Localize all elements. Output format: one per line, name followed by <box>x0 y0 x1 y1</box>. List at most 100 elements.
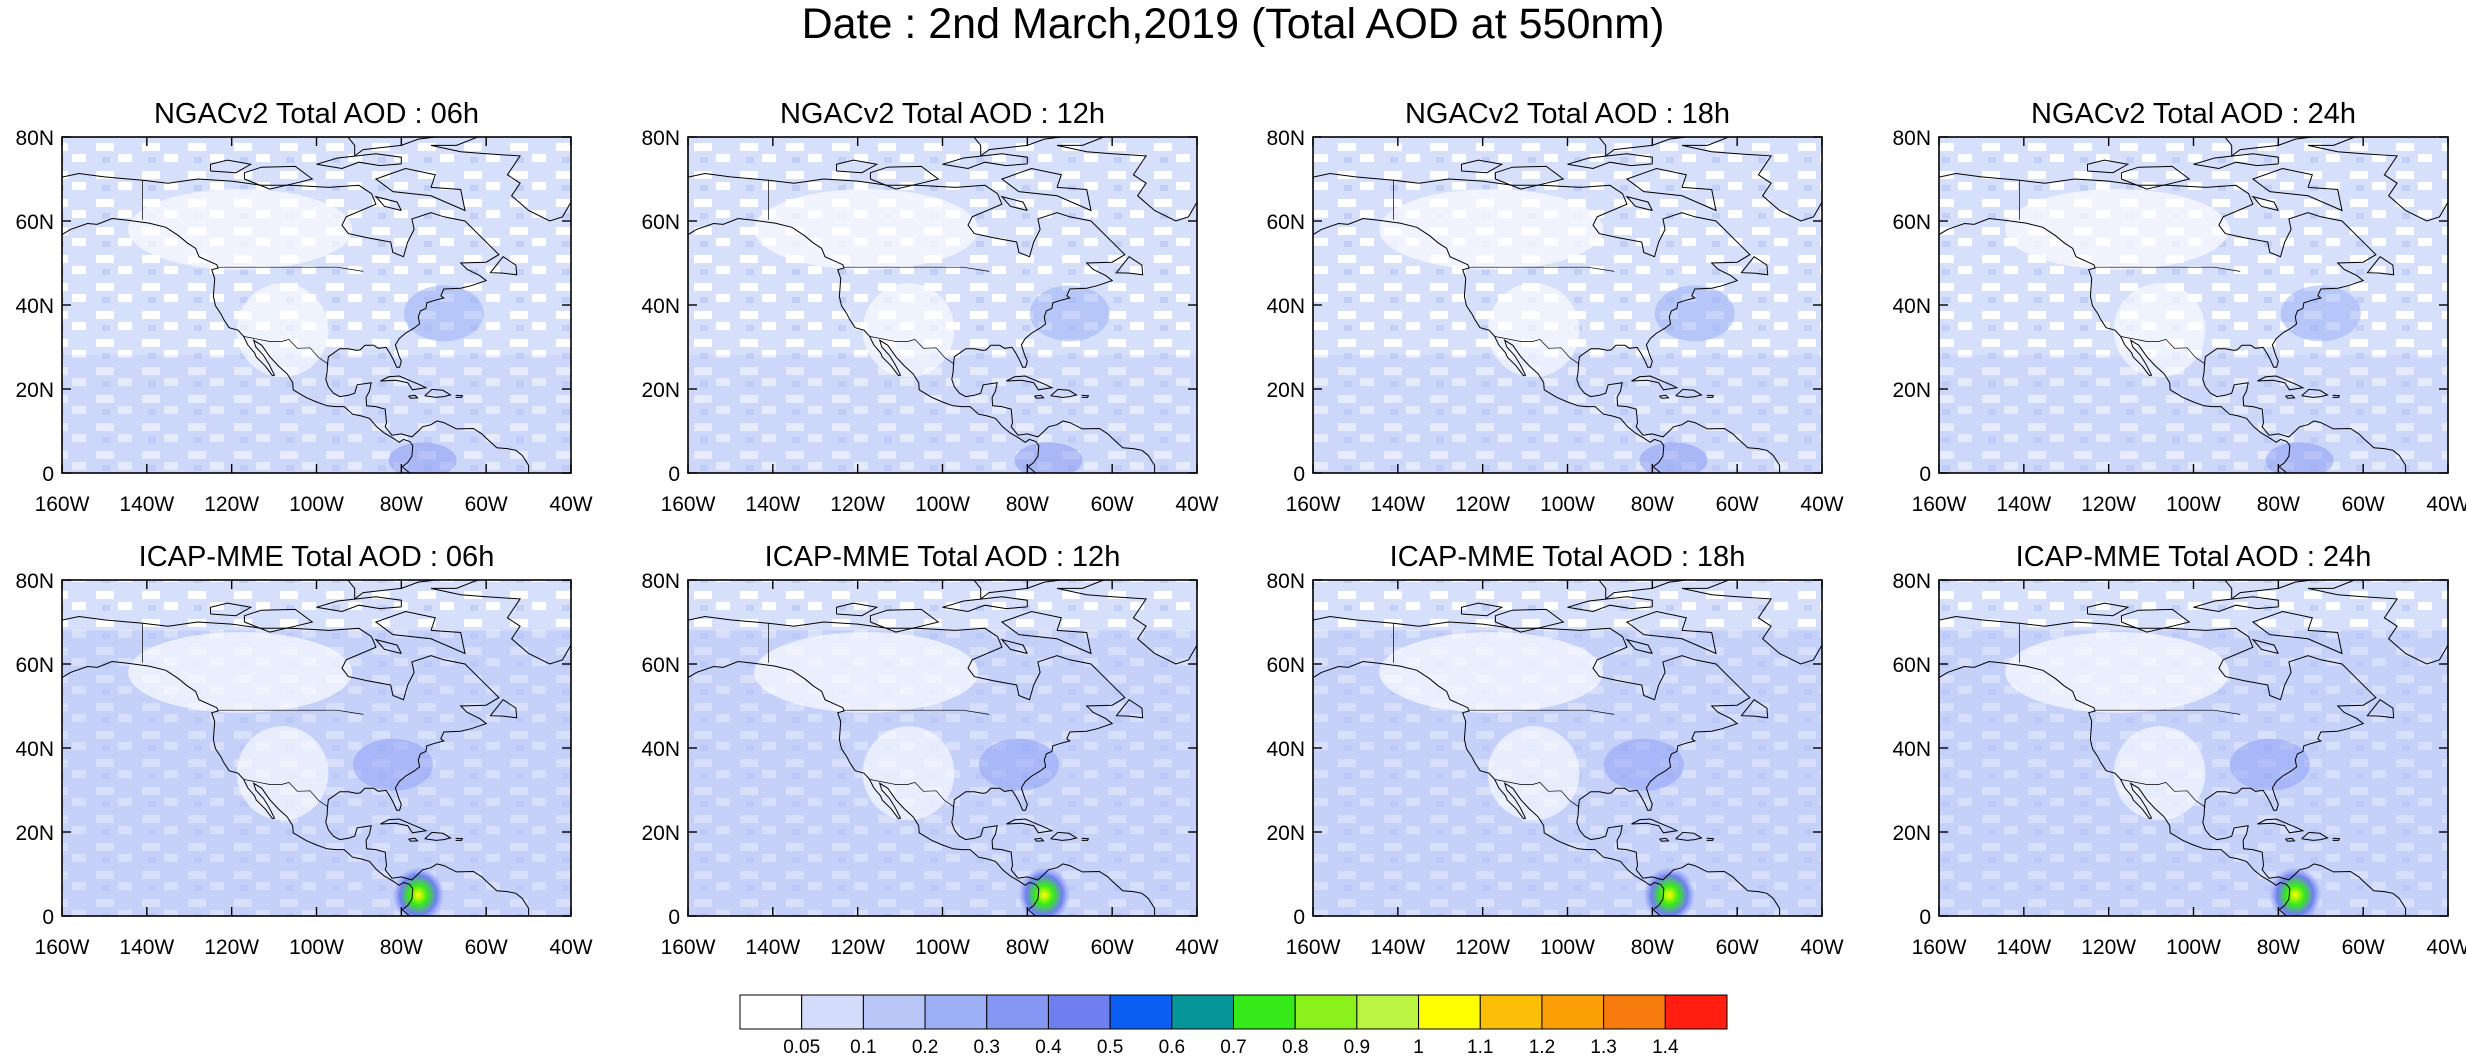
coastlines <box>688 580 1197 916</box>
lon-tick-label: 140W <box>1996 936 2051 959</box>
aod-hotspot <box>1643 867 1696 916</box>
lat-tick-label: 80N <box>15 127 54 150</box>
lat-tick-label: 80N <box>1892 127 1931 150</box>
colorbar-swatch <box>1047 994 1111 1030</box>
colorbar-swatch <box>801 994 864 1030</box>
lat-tick-label: 20N <box>1892 822 1931 845</box>
map-panel: NGACv2 Total AOD : 18h 160W 140W 120W 100W 80… <box>1266 98 1843 516</box>
aod-field <box>1313 580 1822 916</box>
colorbar-swatch <box>924 994 988 1030</box>
panel-title: ICAP-MME Total AOD : 12h <box>765 541 1121 573</box>
lon-tick-label: 120W <box>2081 493 2136 516</box>
lon-tick-label: 80W <box>1631 493 1674 516</box>
lon-tick-label: 120W <box>204 936 259 959</box>
lon-tick-label: 40W <box>549 493 592 516</box>
lon-tick-label: 120W <box>1455 493 1510 516</box>
lon-tick-label: 40W <box>549 936 592 959</box>
lon-tick-label: 60W <box>1091 493 1134 516</box>
panel-title: ICAP-MME Total AOD : 24h <box>2016 541 2372 573</box>
lon-tick-label: 140W <box>1370 493 1425 516</box>
lon-tick-label: 80W <box>1631 936 1674 959</box>
colorbar-label: 0.9 <box>1344 1037 1370 1056</box>
lat-tick-label: 80N <box>1266 127 1305 150</box>
lat-tick-label: 60N <box>15 211 54 234</box>
lat-tick-label: 80N <box>15 570 54 593</box>
lon-tick-label: 80W <box>1006 936 1049 959</box>
colorbar-label: 0.6 <box>1159 1037 1185 1056</box>
colorbar-label: 1.1 <box>1467 1037 1493 1056</box>
lon-tick-label: 60W <box>465 936 508 959</box>
lon-tick-label: 160W <box>1286 493 1341 516</box>
aod-field <box>688 580 1197 916</box>
lon-tick-label: 40W <box>1800 936 1843 959</box>
lat-tick-label: 60N <box>15 654 54 677</box>
lon-tick-label: 140W <box>119 493 174 516</box>
map-panel: NGACv2 Total AOD : 24h 160W 140W 120W 100W 80… <box>1892 98 2466 516</box>
lat-tick-label: 20N <box>641 822 680 845</box>
colorbar-swatch <box>1233 994 1296 1030</box>
lat-tick-label: 40N <box>15 295 54 318</box>
lat-tick-label: 40N <box>1892 738 1931 761</box>
lon-tick-label: 160W <box>35 936 90 959</box>
lat-tick-label: 20N <box>1266 379 1305 402</box>
lon-tick-label: 100W <box>915 493 970 516</box>
lat-tick-label: 80N <box>641 127 680 150</box>
lat-tick-label: 60N <box>1266 654 1305 677</box>
colorbar-swatch <box>986 994 1049 1030</box>
lon-tick-label: 60W <box>2342 493 2385 516</box>
lon-tick-label: 120W <box>830 493 885 516</box>
lat-tick-label: 40N <box>1266 295 1305 318</box>
lat-tick-label: 0 <box>1919 906 1931 929</box>
lat-tick-label: 60N <box>641 211 680 234</box>
lon-tick-label: 100W <box>2166 493 2221 516</box>
map-panel: ICAP-MME Total AOD : 24h 160W 140W 120W 100W… <box>1892 541 2466 959</box>
lat-tick-label: 40N <box>641 295 680 318</box>
lon-tick-label: 40W <box>1800 493 1843 516</box>
lon-tick-label: 60W <box>465 493 508 516</box>
lon-tick-label: 160W <box>1286 936 1341 959</box>
map-panel: NGACv2 Total AOD : 06h 160W 140W 120W 100W 80… <box>15 98 592 516</box>
colorbar-swatch <box>1603 994 1666 1030</box>
lat-tick-label: 0 <box>42 906 54 929</box>
colorbar-swatch <box>1664 994 1728 1030</box>
colorbar-label: 0.8 <box>1282 1037 1308 1056</box>
lat-tick-label: 0 <box>42 463 54 486</box>
lon-tick-label: 80W <box>380 936 423 959</box>
lon-tick-label: 40W <box>2426 936 2466 959</box>
aod-field <box>1313 137 1822 473</box>
lon-tick-label: 80W <box>380 493 423 516</box>
panel-title: ICAP-MME Total AOD : 06h <box>139 541 495 573</box>
colorbar-label: 0.05 <box>783 1037 820 1056</box>
coastlines <box>1939 580 2448 916</box>
lat-tick-label: 40N <box>1892 295 1931 318</box>
lon-tick-label: 80W <box>2257 493 2300 516</box>
colorbar-label: 0.1 <box>850 1037 876 1056</box>
colorbar-label: 1.3 <box>1590 1037 1616 1056</box>
colorbar-label: 0.5 <box>1097 1037 1123 1056</box>
lon-tick-label: 100W <box>2166 936 2221 959</box>
lon-tick-label: 100W <box>915 936 970 959</box>
lat-tick-label: 60N <box>641 654 680 677</box>
aod-hotspot <box>392 867 445 916</box>
lon-tick-label: 120W <box>2081 936 2136 959</box>
coastlines <box>1313 580 1822 916</box>
colorbar-swatch <box>862 994 926 1030</box>
panel-title: NGACv2 Total AOD : 18h <box>1405 98 1730 130</box>
lat-tick-label: 40N <box>641 738 680 761</box>
lon-tick-label: 140W <box>745 493 800 516</box>
lon-tick-label: 40W <box>1175 936 1218 959</box>
aod-field <box>62 580 571 916</box>
lon-tick-label: 160W <box>661 936 716 959</box>
lat-tick-label: 20N <box>1266 822 1305 845</box>
lon-tick-label: 40W <box>2426 493 2466 516</box>
lat-tick-label: 60N <box>1892 654 1931 677</box>
lon-tick-label: 40W <box>1175 493 1218 516</box>
lon-tick-label: 60W <box>2342 936 2385 959</box>
colorbar-swatch <box>1356 994 1420 1030</box>
colorbar-swatch <box>739 994 803 1030</box>
lat-tick-label: 20N <box>15 822 54 845</box>
lon-tick-label: 80W <box>2257 936 2300 959</box>
coastlines <box>62 137 571 473</box>
map-panel: ICAP-MME Total AOD : 06h 160W 140W 120W 100W… <box>15 541 592 959</box>
map-panel: ICAP-MME Total AOD : 18h 160W 140W 120W 100W… <box>1266 541 1843 959</box>
